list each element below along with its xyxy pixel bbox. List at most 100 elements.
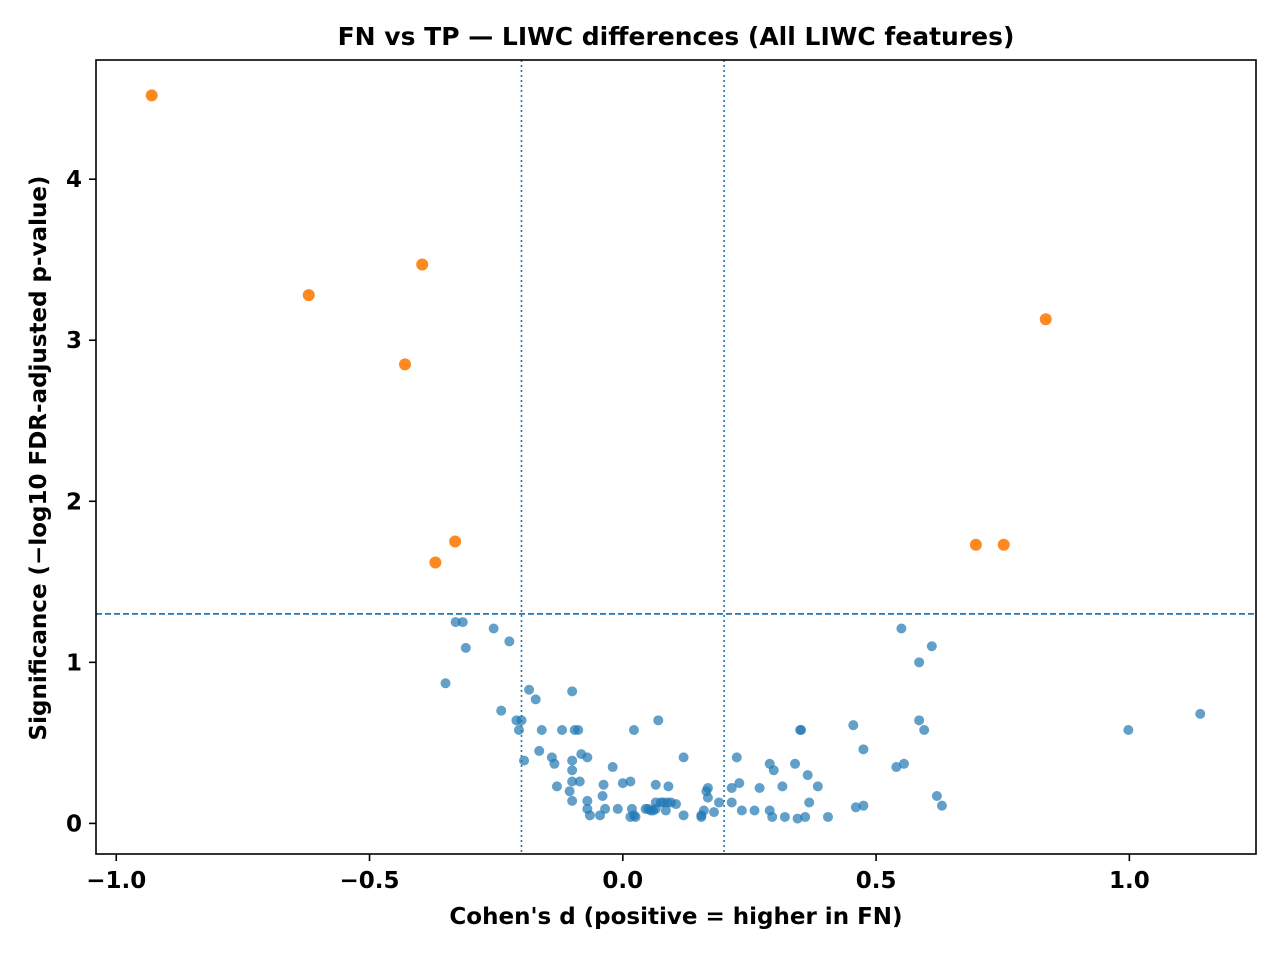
data-point-not-significant	[598, 779, 609, 790]
y-axis-label: Significance (−log10 FDR-adjusted p-valu…	[26, 176, 52, 741]
data-point-not-significant	[936, 800, 947, 811]
data-point-not-significant	[504, 636, 515, 647]
data-point-not-significant	[848, 720, 859, 731]
data-point-not-significant	[567, 776, 578, 787]
data-point-significant	[1039, 313, 1052, 326]
y-tick-label: 1	[66, 650, 82, 676]
data-point-not-significant	[914, 657, 925, 668]
data-point-not-significant	[726, 782, 737, 793]
data-point-not-significant	[792, 813, 803, 824]
data-point-not-significant	[671, 799, 681, 810]
data-point-not-significant	[551, 781, 562, 792]
data-point-not-significant	[919, 724, 930, 735]
data-point-not-significant	[617, 778, 628, 789]
data-point-not-significant	[530, 694, 541, 705]
data-point-not-significant	[519, 755, 530, 766]
data-point-not-significant	[630, 811, 641, 822]
data-point-significant	[398, 358, 411, 371]
data-point-not-significant	[524, 684, 535, 695]
data-point-not-significant	[534, 745, 545, 756]
data-point-not-significant	[790, 758, 801, 769]
x-tick-label: 0.0	[602, 868, 643, 894]
data-point-not-significant	[678, 752, 689, 763]
plot-area: −1.0 −0.5 0.0 0.5 1.0 0 1 2 3 4	[66, 59, 1257, 894]
data-point-not-significant	[1195, 708, 1206, 719]
data-point-not-significant	[802, 770, 813, 781]
data-point-not-significant	[777, 781, 788, 792]
data-point-not-significant	[650, 779, 661, 790]
x-axis-label: Cohen's d (positive = higher in FN)	[449, 904, 902, 930]
data-point-not-significant	[931, 791, 942, 802]
data-point-not-significant	[702, 792, 713, 803]
data-point-significant	[449, 535, 462, 548]
data-point-not-significant	[768, 765, 779, 776]
x-tick-label: −0.5	[340, 868, 400, 894]
data-point-not-significant	[567, 795, 578, 806]
data-point-not-significant	[582, 752, 593, 763]
data-point-not-significant	[822, 811, 833, 822]
data-point-not-significant	[926, 641, 937, 652]
data-point-not-significant	[597, 791, 608, 802]
data-point-not-significant	[600, 803, 611, 814]
data-point-not-significant	[660, 805, 671, 816]
data-point-not-significant	[804, 797, 815, 808]
data-point-not-significant	[612, 803, 623, 814]
data-point-not-significant	[564, 786, 575, 797]
data-point-not-significant	[536, 724, 547, 735]
data-point-not-significant	[653, 715, 664, 726]
data-point-not-significant	[457, 617, 468, 628]
data-point-not-significant	[898, 758, 909, 769]
data-point-not-significant	[678, 810, 689, 821]
data-point-not-significant	[858, 744, 869, 755]
data-point-not-significant	[749, 805, 760, 816]
data-point-significant	[969, 538, 982, 551]
data-point-not-significant	[767, 811, 778, 822]
plot-frame	[95, 59, 1257, 855]
data-point-not-significant	[708, 807, 719, 818]
data-point-not-significant	[582, 795, 593, 806]
data-point-not-significant	[779, 811, 790, 822]
data-point-not-significant	[896, 623, 907, 634]
data-point-not-significant	[450, 617, 461, 628]
data-point-not-significant	[496, 705, 507, 716]
data-point-not-significant	[628, 724, 639, 735]
data-point-not-significant	[460, 642, 471, 653]
data-point-significant	[997, 538, 1010, 551]
data-point-not-significant	[914, 715, 925, 726]
data-point-not-significant	[850, 802, 861, 813]
data-point-not-significant	[516, 715, 527, 726]
data-point-not-significant	[858, 800, 869, 811]
data-point-not-significant	[513, 724, 524, 735]
data-point-significant	[145, 89, 158, 102]
data-point-not-significant	[557, 724, 568, 735]
data-point-not-significant	[625, 776, 636, 787]
data-point-significant	[416, 258, 429, 271]
y-tick-label: 2	[66, 489, 82, 515]
data-point-not-significant	[607, 762, 618, 773]
data-point-not-significant	[567, 755, 578, 766]
data-point-significant	[302, 289, 315, 302]
data-point-not-significant	[488, 623, 499, 634]
data-point-not-significant	[714, 797, 725, 808]
data-point-not-significant	[1123, 724, 1134, 735]
data-point-significant	[429, 556, 442, 569]
data-point-not-significant	[736, 805, 747, 816]
y-tick-label: 4	[66, 167, 82, 193]
data-point-not-significant	[584, 810, 595, 821]
data-point-not-significant	[731, 752, 742, 763]
data-point-not-significant	[702, 782, 713, 793]
data-point-not-significant	[891, 762, 902, 773]
data-point-not-significant	[800, 811, 811, 822]
x-tick-label: 1.0	[1109, 868, 1150, 894]
x-tick-label: −1.0	[86, 868, 146, 894]
data-point-not-significant	[812, 781, 823, 792]
data-point-not-significant	[573, 724, 584, 735]
data-point-not-significant	[549, 758, 560, 769]
x-tick-label: 0.5	[856, 868, 897, 894]
data-point-not-significant	[574, 776, 585, 787]
data-point-not-significant	[440, 678, 451, 689]
y-tick-label: 3	[66, 328, 82, 354]
data-point-not-significant	[796, 724, 807, 735]
data-point-not-significant	[567, 765, 578, 776]
